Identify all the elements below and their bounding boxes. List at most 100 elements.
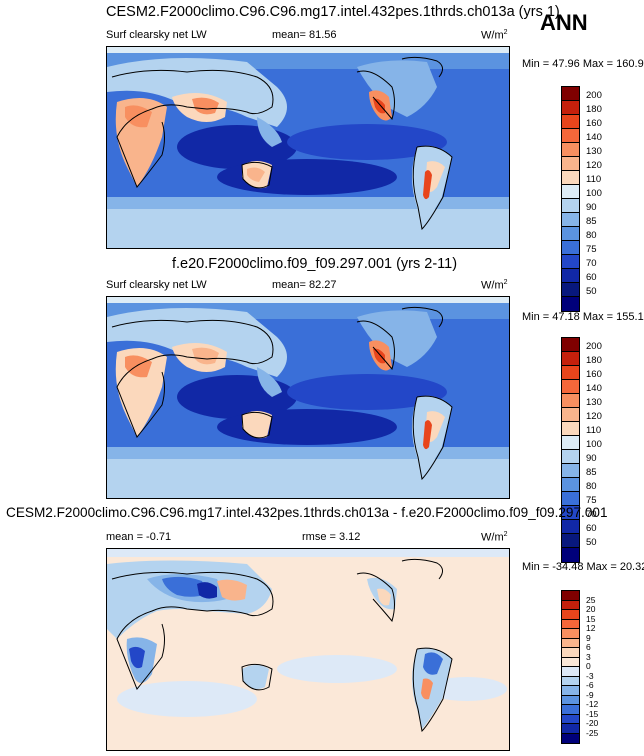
- panel-3-tick: -25: [586, 727, 599, 738]
- panel-1-tick: 130: [586, 146, 602, 157]
- panel-3-colorbar-bin: [562, 686, 579, 696]
- panel-2-title: f.e20.F2000climo.f09_f09.297.001 (yrs 2-…: [172, 256, 458, 272]
- panel-1-tick: 85: [586, 216, 597, 227]
- panel-2-tick: 110: [586, 425, 602, 436]
- panel-2-colorbar-bin: [562, 520, 579, 534]
- panel-3-tick: 20: [586, 604, 596, 614]
- panel-2-tick: 60: [586, 523, 597, 534]
- panel-1-tick: 50: [586, 286, 597, 297]
- panel-1-colorbar-bin: [562, 171, 579, 185]
- panel-2-colorbar-bin: [562, 366, 579, 380]
- panel-1-colorbar-bin: [562, 185, 579, 199]
- panel-2-tick: 180: [586, 355, 602, 366]
- panel-3-colorbar-bin: [562, 705, 579, 715]
- panel-2-units: W/m2: [481, 279, 508, 292]
- panel-2-tick: 75: [586, 495, 597, 506]
- panel-1-colorbar-bin: [562, 129, 579, 143]
- panel-3-tick: 3: [586, 651, 591, 662]
- panel-1-colorbar-bin: [562, 101, 579, 115]
- panel-1-tick: 120: [586, 160, 602, 171]
- panel-2-colorbar-bin: [562, 352, 579, 366]
- panel-3-colorbar-bin: [562, 676, 579, 686]
- panel-3-tick: 9: [586, 632, 591, 643]
- panel-3-map-svg: [107, 549, 509, 750]
- panel-1-tick: 90: [586, 202, 597, 213]
- panel-2-colorbar-bin: [562, 338, 579, 352]
- panel-2-tick: 70: [586, 509, 597, 520]
- panel-1-minmax: Min = 47.96 Max = 160.95: [522, 58, 644, 70]
- panel-1-tick: 80: [586, 230, 597, 241]
- panel-2-colorbar-bin: [562, 506, 579, 520]
- panel-3-tick: -20: [586, 718, 599, 728]
- panel-2-tick: 90: [586, 453, 597, 464]
- panel-1-colorbar-bin: [562, 115, 579, 129]
- panel-3-colorbar-bin: [562, 714, 579, 724]
- panel-1-colorbar-bin: [562, 297, 579, 311]
- panel-1-colorbar-bin: [562, 227, 579, 241]
- panel-1-colorbar-bin: [562, 143, 579, 157]
- panel-3-tick: 0: [586, 661, 591, 671]
- panel-3-rmse: rmse = 3.12: [302, 531, 361, 543]
- panel-2-colorbar-bin: [562, 548, 579, 562]
- panel-3-colorbar-bin: [562, 610, 579, 620]
- panel-2-tick: 140: [586, 383, 602, 394]
- panel-3-colorbar-bin: [562, 695, 579, 705]
- panel-2-colorbar-bin: [562, 492, 579, 506]
- season-label: ANN: [540, 10, 588, 35]
- panel-2-tick: 50: [586, 537, 597, 548]
- panel-2-colorbar-bin: [562, 478, 579, 492]
- panel-1-colorbar-bin: [562, 255, 579, 269]
- panel-2-mean: mean= 82.27: [272, 279, 337, 291]
- panel-3-tick: 15: [586, 613, 596, 624]
- panel-2-tick: 130: [586, 397, 602, 408]
- panel-3-colorbar-bin: [562, 638, 579, 648]
- panel-3-colorbar-bin: [562, 591, 579, 601]
- panel-1-tick: 70: [586, 258, 597, 269]
- panel-1-tick: 110: [586, 174, 602, 185]
- panel-1-mean: mean= 81.56: [272, 29, 337, 41]
- panel-3-map: [106, 548, 510, 751]
- panel-2-colorbar-bin: [562, 380, 579, 394]
- panel-1-colorbar: [561, 86, 580, 312]
- panel-1-tick: 200: [586, 90, 602, 101]
- panel-2-tick: 120: [586, 411, 602, 422]
- panel-3-mean: mean = -0.71: [106, 531, 172, 543]
- panel-2-variable: Surf clearsky net LW: [106, 279, 207, 291]
- panel-3-colorbar-bin: [562, 629, 579, 639]
- panel-3-units: W/m2: [481, 531, 508, 544]
- panel-1-colorbar-bin: [562, 283, 579, 297]
- panel-2-map: [106, 296, 510, 499]
- panel-3-colorbar-bin: [562, 667, 579, 677]
- panel-3-tick: 25: [586, 594, 596, 605]
- panel-2-tick: 200: [586, 341, 602, 352]
- panel-3-minmax: Min = -34.48 Max = 20.32: [522, 561, 644, 573]
- panel-3-tick: -12: [586, 699, 599, 709]
- panel-1-colorbar-bin: [562, 241, 579, 255]
- panel-2-colorbar-bin: [562, 394, 579, 408]
- panel-2-colorbar-bin: [562, 464, 579, 478]
- panel-3-tick: -3: [586, 670, 594, 681]
- panel-2-colorbar-bin: [562, 450, 579, 464]
- panel-1-colorbar-bin: [562, 87, 579, 101]
- panel-2-colorbar-bin: [562, 436, 579, 450]
- panel-1-tick: 60: [586, 272, 597, 283]
- panel-3-colorbar-bin: [562, 657, 579, 667]
- panel-3-tick: 6: [586, 642, 591, 652]
- panel-1-colorbar-bin: [562, 199, 579, 213]
- panel-3-colorbar-bin: [562, 724, 579, 734]
- panel-1-units: W/m2: [481, 29, 508, 42]
- panel-2-tick: 160: [586, 369, 602, 380]
- panel-1-map: [106, 46, 510, 249]
- panel-2-map-svg: [107, 297, 509, 498]
- panel-1-colorbar-bin: [562, 213, 579, 227]
- panel-3-tick: -15: [586, 708, 599, 719]
- panel-2-tick: 100: [586, 439, 602, 450]
- panel-2-colorbar-bin: [562, 422, 579, 436]
- panel-1-tick: 100: [586, 188, 602, 199]
- panel-1-variable: Surf clearsky net LW: [106, 29, 207, 41]
- panel-1-tick: 160: [586, 118, 602, 129]
- panel-3-colorbar: [561, 590, 580, 744]
- panel-1-tick: 180: [586, 104, 602, 115]
- panel-1-tick: 140: [586, 132, 602, 143]
- panel-2-minmax: Min = 47.18 Max = 155.10: [522, 311, 644, 323]
